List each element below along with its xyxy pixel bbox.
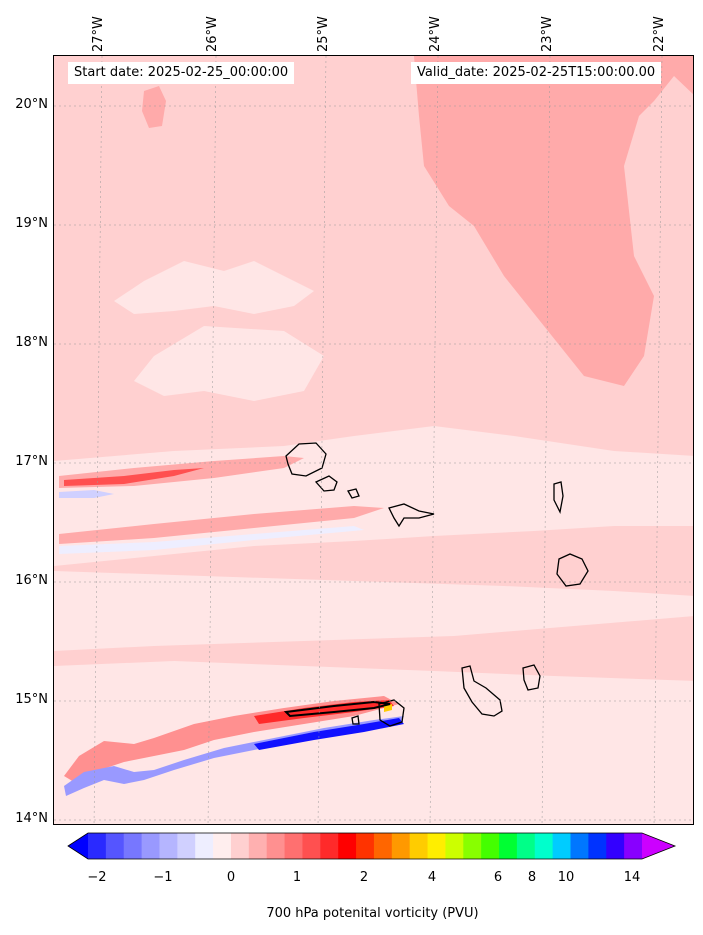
graticule-meridian (317, 56, 327, 824)
pv-map (54, 56, 693, 824)
colorbar-swatch (391, 833, 411, 859)
colorbar-swatch (588, 833, 607, 859)
colorbar-swatch (570, 833, 589, 859)
colorbar-extend-low (68, 833, 88, 859)
colorbar-swatch (624, 833, 643, 859)
lat-label-16n: 16°N (15, 573, 48, 588)
colorbar-swatch (213, 833, 232, 859)
graticule-meridian (207, 56, 217, 824)
low-pv-band-bottom (54, 661, 693, 824)
colorbar-tick-neg2: −2 (87, 870, 107, 885)
colorbar-swatch (373, 833, 393, 859)
colorbar-swatch (123, 833, 143, 859)
colorbar-swatch (320, 833, 339, 859)
lat-label-15n: 15°N (15, 692, 48, 707)
colorbar-tick-8: 8 (527, 870, 537, 885)
colorbar-swatch (552, 833, 572, 859)
colorbar-swatch (177, 833, 196, 859)
colorbar-swatch (534, 833, 554, 859)
lat-label-20n: 20°N (15, 97, 48, 112)
low-pv-band-south (54, 571, 693, 651)
low-pv-patch-mid (134, 326, 324, 401)
island-contour-fogo-band (283, 700, 391, 718)
red-band-south (64, 696, 399, 782)
colorbar-tick-6: 6 (493, 870, 503, 885)
colorbar (67, 832, 677, 860)
graticule-meridian (429, 56, 439, 824)
island-santo-antao (285, 442, 327, 477)
colorbar-swatch (499, 833, 518, 859)
colorbar-swatch (409, 833, 429, 859)
colorbar-label: 700 hPa potenital vorticity (PVU) (266, 906, 479, 921)
colorbar-swatch (516, 833, 536, 859)
colorbar-swatch (88, 833, 107, 859)
colorbar-swatch (338, 833, 357, 859)
island-fogo (378, 699, 405, 727)
blue-band-south-core (254, 718, 404, 750)
valid-date-label: Valid_date: 2025-02-25T15:00:00.00 (411, 62, 662, 84)
colorbar-swatch (481, 833, 500, 859)
graticule-meridian (541, 56, 551, 824)
island-santa-luzia (347, 488, 360, 499)
colorbar-swatch (463, 833, 482, 859)
blue-streak-middle (59, 526, 364, 554)
lon-label-23w: 23°W (540, 16, 555, 52)
lat-label-19n: 19°N (15, 216, 48, 231)
colorbar-swatch (284, 833, 303, 859)
island-brava (351, 715, 360, 725)
island-outlines (283, 442, 589, 727)
colorbar-swatch (248, 833, 268, 859)
colorbar-tick-4: 4 (427, 870, 437, 885)
colorbar-swatch (230, 833, 250, 859)
island-santiago (461, 665, 503, 717)
colorbar-swatch (427, 833, 446, 859)
colorbar-tick-neg1: −1 (153, 870, 173, 885)
lon-label-22w: 22°W (652, 16, 667, 52)
high-pv-patch-top (142, 86, 166, 128)
red-streak-middle (59, 506, 384, 544)
lat-label-18n: 18°N (15, 335, 48, 350)
graticule-meridian (653, 56, 663, 824)
lon-label-27w: 27°W (91, 16, 106, 52)
island-sao-nicolau (388, 503, 435, 528)
colorbar-swatch (141, 833, 160, 859)
start-date-label: Start date: 2025-02-25_00:00:00 (68, 62, 295, 84)
colorbar-tick-14: 14 (623, 870, 641, 885)
colorbar-swatch (302, 833, 321, 859)
lat-label-17n: 17°N (15, 454, 48, 469)
lat-label-14n: 14°N (15, 811, 48, 826)
lon-label-25w: 25°W (316, 16, 331, 52)
colorbar-swatch (105, 833, 125, 859)
colorbar-swatch (445, 833, 464, 859)
colorbar-swatch (266, 833, 286, 859)
high-pv-region (414, 56, 693, 386)
red-streak-north-core (64, 468, 204, 486)
colorbar-tick-1: 1 (292, 870, 302, 885)
colorbar-tick-2: 2 (359, 870, 369, 885)
colorbar-swatch (159, 833, 178, 859)
lon-label-24w: 24°W (428, 16, 443, 52)
colorbar-swatch (356, 833, 375, 859)
colorbar-tick-10: 10 (557, 870, 575, 885)
colorbar-swatch (606, 833, 625, 859)
island-maio (522, 664, 541, 691)
lon-label-26w: 26°W (205, 16, 220, 52)
colorbar-extend-high (642, 833, 675, 859)
colorbar-outline (67, 832, 677, 860)
island-sal (553, 481, 564, 515)
blue-streak-north (59, 490, 114, 498)
map-frame (53, 55, 694, 825)
colorbar-swatch (195, 833, 214, 859)
island-boa-vista (556, 553, 589, 587)
graticule-meridian (93, 56, 103, 824)
low-pv-patch-north (114, 261, 314, 314)
colorbar-tick-0: 0 (226, 870, 236, 885)
island-sao-vicente (314, 475, 338, 492)
